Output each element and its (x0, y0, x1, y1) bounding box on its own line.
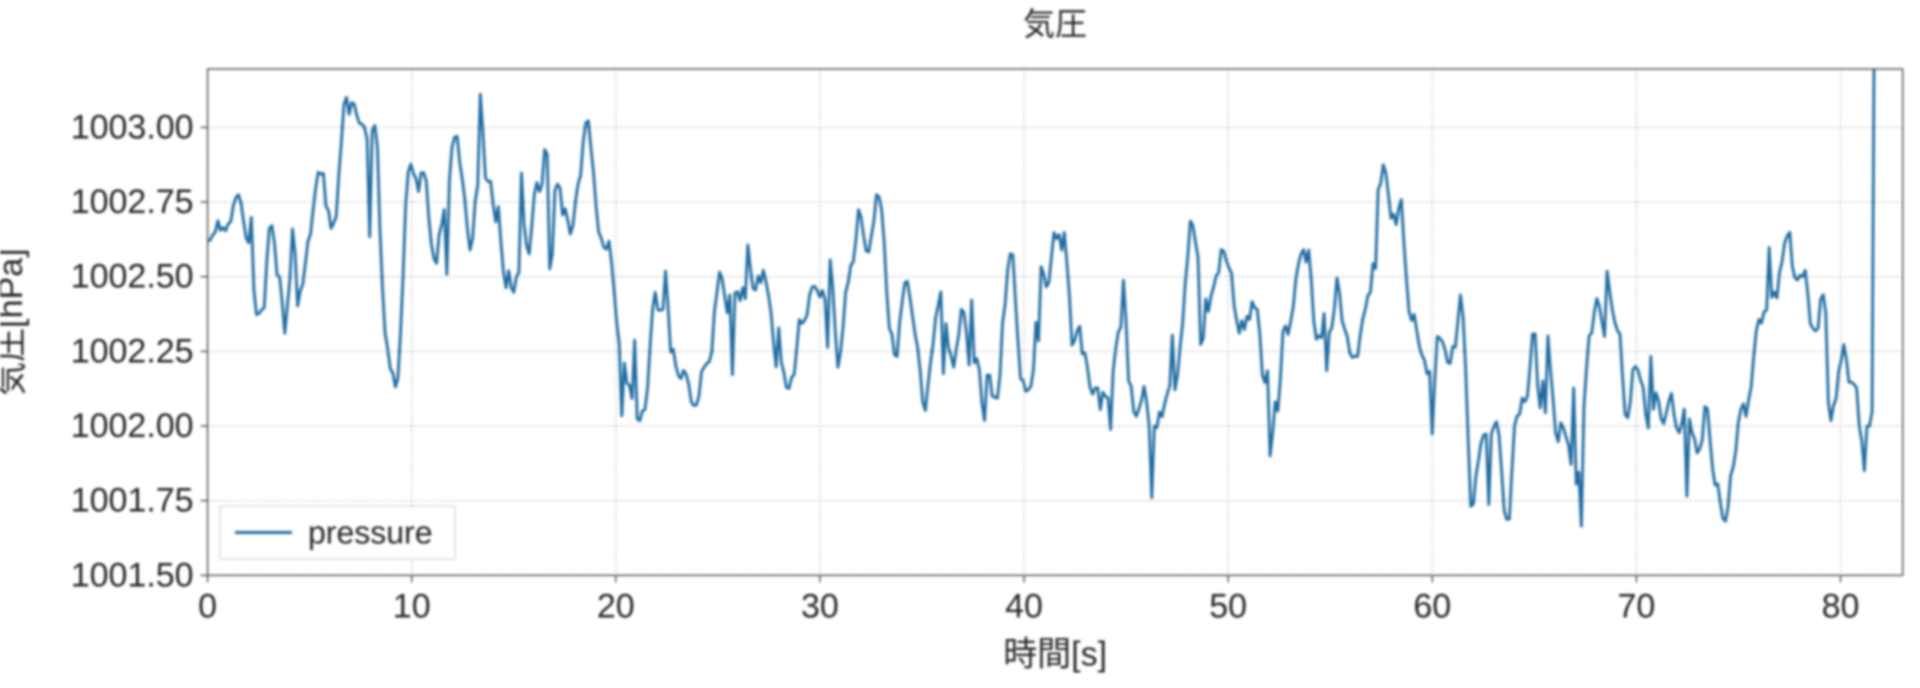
svg-text:1003.00: 1003.00 (71, 108, 194, 146)
svg-text:1001.75: 1001.75 (71, 482, 194, 520)
svg-text:80: 80 (1822, 587, 1860, 625)
svg-text:1002.75: 1002.75 (71, 183, 194, 221)
svg-text:1001.50: 1001.50 (71, 556, 194, 594)
svg-text:20: 20 (597, 587, 635, 625)
svg-text:気圧: 気圧 (1023, 6, 1087, 42)
svg-text:50: 50 (1209, 587, 1247, 625)
svg-text:1002.25: 1002.25 (71, 332, 194, 370)
svg-text:0: 0 (198, 587, 217, 625)
svg-text:1002.00: 1002.00 (71, 407, 194, 445)
svg-text:60: 60 (1413, 587, 1451, 625)
svg-text:pressure: pressure (308, 515, 433, 551)
svg-text:40: 40 (1005, 587, 1043, 625)
svg-text:10: 10 (393, 587, 431, 625)
svg-text:気圧[hPa]: 気圧[hPa] (0, 248, 30, 395)
svg-text:時間[s]: 時間[s] (1003, 635, 1107, 673)
svg-text:30: 30 (801, 587, 839, 625)
svg-text:70: 70 (1617, 587, 1655, 625)
svg-text:1002.50: 1002.50 (71, 258, 194, 296)
